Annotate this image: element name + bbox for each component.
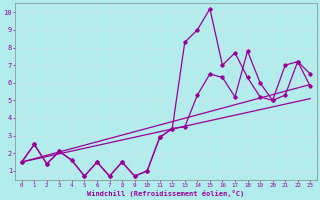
X-axis label: Windchill (Refroidissement éolien,°C): Windchill (Refroidissement éolien,°C) [87, 190, 244, 197]
